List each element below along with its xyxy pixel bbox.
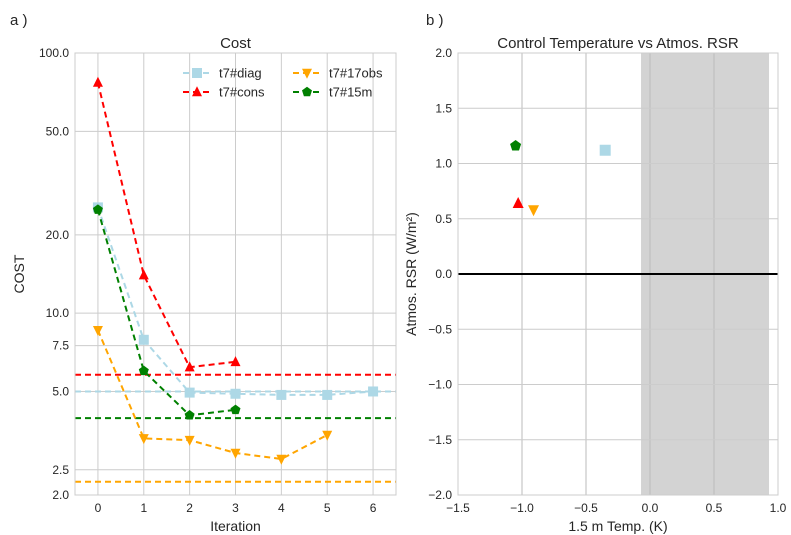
- panel-b-x-tick-label: −0.5: [574, 501, 598, 515]
- legend-marker: [302, 68, 312, 79]
- legend-marker: [192, 68, 202, 78]
- panel-b-y-tick-label: 0.0: [435, 267, 452, 281]
- panel-b-x-tick-label: −1.0: [510, 501, 534, 515]
- panel-a-y-tick-label: 2.0: [52, 488, 69, 502]
- legend-label: t7#15m: [329, 85, 372, 100]
- panel-a-x-tick-label: 1: [140, 501, 147, 515]
- data-point: [92, 204, 103, 214]
- data-point: [184, 435, 195, 446]
- panel-b-x-tick-label: 1.0: [770, 501, 787, 515]
- panel-b-y-tick-label: 1.0: [435, 157, 452, 171]
- legend-item: t7#15m: [293, 85, 372, 100]
- series-t7-cons: [92, 76, 241, 372]
- data-point: [92, 76, 103, 87]
- panel-a-x-tick-label: 6: [370, 501, 377, 515]
- panel-a-y-tick-label: 2.5: [52, 463, 69, 477]
- panel-a-y-tick-label: 5.0: [52, 384, 69, 398]
- panel-b-points: [510, 140, 611, 217]
- panel-a-x-axis-label: Iteration: [210, 518, 261, 534]
- panel-b-x-tick-label: 0.5: [706, 501, 723, 515]
- legend-label: t7#cons: [219, 85, 265, 100]
- panel-a-y-tick-label: 50.0: [46, 124, 70, 138]
- panel-a-y-tick-label: 100.0: [39, 46, 69, 60]
- panel-a-x-tick-label: 0: [95, 501, 102, 515]
- data-point: [230, 404, 241, 415]
- data-point: [92, 325, 103, 336]
- panel-a-tick-labels: 0 1 2 3 4 5 6 2.0 2.5 5.0 7.5 10.0 20.0 50.0 100.0: [39, 46, 377, 515]
- legend-marker: [192, 86, 202, 97]
- panel-a-frame: [74, 52, 397, 496]
- data-point: [184, 387, 195, 398]
- scatter-point: [599, 144, 611, 156]
- panel-a-x-tick-label: 2: [186, 501, 193, 515]
- panel-b-y-tick-label: 0.5: [435, 212, 452, 226]
- data-point: [138, 334, 149, 345]
- panel-a-series: [92, 76, 379, 465]
- data-point: [230, 356, 241, 367]
- panel-a-y-tick-label: 20.0: [46, 228, 70, 242]
- panel-a-title: Cost: [220, 35, 252, 52]
- panel-b-x-axis-label: 1.5 m Temp. (K): [568, 518, 667, 534]
- scatter-point: [512, 196, 524, 208]
- panel-a-y-axis-label: COST: [11, 254, 27, 293]
- panel-a-y-tick-label: 10.0: [46, 306, 70, 320]
- legend-label: t7#diag: [219, 66, 262, 81]
- legend-label: t7#17obs: [329, 66, 383, 81]
- data-point: [322, 389, 333, 400]
- panel-b-y-axis-label: Atmos. RSR (W/m²): [403, 212, 419, 336]
- legend-marker: [302, 86, 312, 97]
- panel-b-y-tick-label: −1.5: [428, 433, 452, 447]
- legend-item: t7#17obs: [293, 66, 383, 81]
- panel-b-tick-labels: −1.5 −1.0 −0.5 0.0 0.5 1.0−2.0−1.5−1.0−0.50.0…: [428, 46, 786, 515]
- panel-b-y-tick-label: −2.0: [428, 488, 452, 502]
- data-point: [138, 269, 149, 280]
- data-point: [276, 454, 287, 465]
- data-point: [276, 389, 287, 400]
- panel-b-y-tick-label: −0.5: [428, 322, 452, 336]
- series-line: [96, 82, 236, 369]
- series-line: [96, 329, 328, 461]
- panel-b-x-tick-label: −1.5: [446, 501, 470, 515]
- panel-b-scatter-chart: −1.5 −1.0 −0.5 0.0 0.5 1.0−2.0−1.5−1.0−0.50.0…: [403, 12, 787, 534]
- panel-a-cost-chart: 0 1 2 3 4 5 6 2.0 2.5 5.0 7.5 10.0 20.0 50.0 100.0 Cos…: [10, 12, 397, 534]
- panel-a-letter: a ): [10, 12, 28, 29]
- panel-b-x-tick-label: 0.0: [642, 501, 659, 515]
- panel-b-y-tick-label: −1.0: [428, 378, 452, 392]
- data-point: [368, 386, 379, 397]
- panel-a-legend: t7#diag t7#17obs t7#cons t7#15m: [183, 66, 383, 100]
- legend-item: t7#cons: [183, 85, 265, 100]
- scatter-point: [528, 205, 540, 217]
- data-point: [184, 410, 195, 420]
- scatter-point: [510, 140, 522, 151]
- data-point: [138, 365, 149, 376]
- data-point: [322, 430, 333, 441]
- series-t7-15m: [92, 204, 241, 420]
- data-point: [184, 361, 195, 372]
- legend-item: t7#diag: [183, 66, 262, 81]
- panel-b-y-tick-label: 2.0: [435, 46, 452, 60]
- series-line: [96, 209, 236, 417]
- data-point: [138, 434, 149, 445]
- series-t7-17obs: [92, 325, 333, 465]
- data-point: [230, 448, 241, 459]
- panel-a-x-tick-label: 4: [278, 501, 285, 515]
- panel-a-x-tick-label: 3: [232, 501, 239, 515]
- panel-b-title: Control Temperature vs Atmos. RSR: [497, 35, 739, 52]
- panel-b-y-tick-label: 1.5: [435, 101, 452, 115]
- panel-b-frame: [457, 52, 779, 496]
- panel-b-letter: b ): [426, 12, 444, 29]
- data-point: [230, 388, 241, 399]
- panel-a-y-tick-label: 7.5: [52, 339, 69, 353]
- panel-a-x-tick-label: 5: [324, 501, 331, 515]
